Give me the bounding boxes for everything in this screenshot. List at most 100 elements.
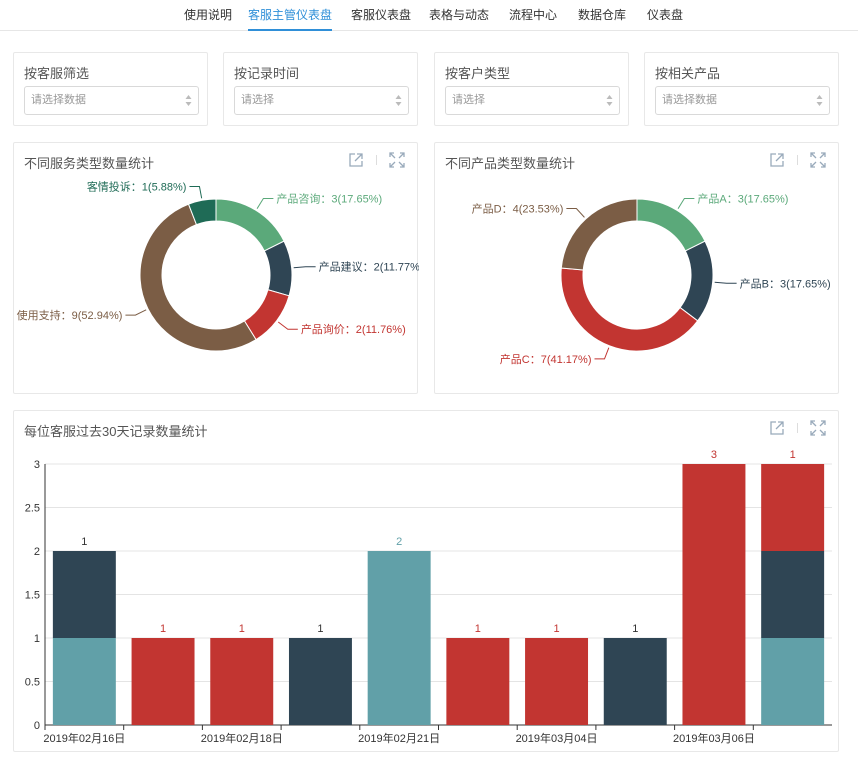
filter-agent-title: 按客服筛选 — [24, 66, 90, 81]
pie-label-line — [677, 197, 695, 209]
bar-segment[interactable] — [131, 638, 195, 725]
product-type-donut-chart: 产品A：3(17.65%) 产品B：3(17.65%) 产品C：7(41.17%) 产… — [472, 191, 831, 366]
product-type-chart-panel: 不同产品类型数量统计 产品A：3(17.65%) 产品B：3(17.65%) 产品C… — [434, 142, 839, 394]
pie-slice-label: 产品咨询：3(17.65%) — [276, 191, 382, 205]
filter-product-title: 按相关产品 — [655, 66, 721, 81]
fullscreen-icon[interactable] — [809, 151, 827, 169]
tab-usage-guide[interactable]: 使用说明 — [183, 8, 232, 22]
bar-segment[interactable] — [761, 464, 825, 551]
bar-data-label: 1 — [317, 623, 323, 635]
filter-customer-type-select[interactable]: 请选择 — [445, 86, 620, 115]
external-link-icon[interactable] — [347, 151, 365, 169]
pie-label-line — [125, 309, 147, 316]
bar-data-label: 2 — [396, 536, 402, 548]
toolbar-divider — [797, 155, 798, 165]
external-link-icon[interactable] — [768, 151, 786, 169]
service-type-chart-title: 不同服务类型数量统计 — [24, 156, 155, 171]
bar-segment[interactable] — [52, 638, 116, 725]
product-type-chart-title: 不同产品类型数量统计 — [445, 156, 576, 171]
pie-label-line — [277, 321, 298, 330]
pie-slice[interactable] — [679, 240, 714, 322]
bar-data-label: 1 — [553, 623, 559, 635]
pie-slice-label: 客情投诉：1(5.88%) — [87, 180, 187, 194]
pie-slice-label: 产品A：3(17.65%) — [697, 191, 788, 205]
bar-segment[interactable] — [446, 638, 510, 725]
x-tick-label: 2019年03月06日 — [673, 731, 755, 745]
filter-product-select[interactable]: 请选择数据 — [655, 86, 830, 115]
x-tick-label: 2019年02月16日 — [43, 731, 125, 745]
tab-tables-activity[interactable]: 表格与动态 — [428, 8, 489, 22]
records-bar-chart-title: 每位客服过去30天记录数量统计 — [24, 424, 208, 439]
y-tick-label: 1.5 — [25, 590, 40, 602]
pie-slice[interactable] — [139, 203, 257, 352]
fullscreen-icon[interactable] — [388, 151, 406, 169]
filter-time-select[interactable]: 请选择 — [234, 86, 409, 115]
bar-segment[interactable] — [761, 638, 825, 725]
filter-time-placeholder: 请选择 — [241, 94, 274, 106]
y-tick-label: 0.5 — [25, 677, 40, 689]
bar-segment[interactable] — [525, 638, 589, 725]
x-tick-label: 2019年02月21日 — [358, 731, 440, 745]
bar-segment[interactable] — [761, 551, 825, 638]
pie-slice[interactable] — [215, 198, 285, 252]
y-tick-label: 1 — [34, 633, 40, 645]
bar-data-label: 1 — [632, 623, 638, 635]
pie-slice[interactable] — [636, 198, 706, 252]
bar-data-label: 1 — [790, 449, 796, 461]
tab-data-warehouse[interactable]: 数据仓库 — [577, 8, 626, 22]
pie-slice-label: 产品D：4(23.53%) — [472, 201, 564, 215]
bar-segment[interactable] — [288, 638, 352, 725]
pie-slice[interactable] — [560, 198, 638, 271]
filter-agent-panel: 按客服筛选 请选择数据 — [13, 52, 208, 126]
tab-service-dashboard[interactable]: 客服仪表盘 — [350, 8, 411, 22]
pie-label-line — [714, 281, 737, 284]
y-tick-label: 0 — [34, 720, 40, 732]
pie-slice-label: 产品询价：2(11.76%) — [301, 322, 406, 336]
pie-label-line — [189, 186, 203, 199]
bar-segment[interactable] — [52, 551, 116, 638]
pie-slice[interactable] — [187, 198, 217, 226]
pie-label-line — [566, 207, 585, 218]
x-tick-label: 2019年02月18日 — [201, 731, 283, 745]
service-type-chart-panel: 不同服务类型数量统计 产品咨询：3(17.65%) 产品建议：2(11.77%) 产… — [13, 142, 419, 394]
pie-slice-label: 产品建议：2(11.77%) — [319, 260, 419, 274]
top-navigation: 使用说明 客服主管仪表盘 客服仪表盘 表格与动态 流程中心 数据仓库 仪表盘 — [0, 0, 858, 31]
bar-data-label: 1 — [475, 623, 481, 635]
filter-agent-placeholder: 请选择数据 — [31, 94, 86, 106]
filter-agent-select[interactable]: 请选择数据 — [24, 86, 199, 115]
bar-segment[interactable] — [367, 551, 431, 725]
tab-workflow-center[interactable]: 流程中心 — [508, 8, 557, 22]
bar-segment[interactable] — [210, 638, 274, 725]
records-bar-chart-panel: 每位客服过去30天记录数量统计 0 0.5 1 1.5 2 2.5 3 1 1 1 1 2 1 1 1 3 1 2… — [13, 410, 839, 752]
bar-data-label: 1 — [160, 623, 166, 635]
sort-arrows-icon — [816, 95, 823, 106]
filter-product-panel: 按相关产品 请选择数据 — [644, 52, 839, 126]
filter-product-placeholder: 请选择数据 — [662, 94, 717, 106]
pie-slice-label: 产品B：3(17.65%) — [740, 276, 831, 290]
y-tick-label: 3 — [34, 459, 40, 471]
external-link-icon[interactable] — [768, 419, 786, 437]
sort-arrows-icon — [185, 95, 192, 106]
bar-data-label: 3 — [711, 449, 717, 461]
filter-customer-type-placeholder: 请选择 — [452, 94, 485, 106]
x-tick-label: 2019年03月04日 — [516, 731, 598, 745]
y-tick-label: 2 — [34, 546, 40, 558]
bar-data-label: 1 — [81, 536, 87, 548]
bar-segment[interactable] — [682, 464, 746, 725]
records-bar-chart: 0 0.5 1 1.5 2 2.5 3 1 1 1 1 2 1 1 1 3 1 2019年02月16日 2019年0… — [25, 449, 832, 745]
toolbar-divider — [797, 423, 798, 433]
bar-segment[interactable] — [603, 638, 667, 725]
pie-label-line — [293, 266, 316, 269]
pie-label-line — [594, 347, 610, 360]
pie-slice[interactable] — [263, 240, 293, 297]
bar-data-label: 1 — [239, 623, 245, 635]
fullscreen-icon[interactable] — [809, 419, 827, 437]
pie-slice-label: 使用支持：9(52.94%) — [17, 308, 123, 322]
pie-slice[interactable] — [560, 267, 699, 352]
sort-arrows-icon — [606, 95, 613, 106]
sort-arrows-icon — [395, 95, 402, 106]
tab-dashboard[interactable]: 仪表盘 — [646, 8, 683, 22]
pie-slice-label: 产品C：7(41.17%) — [500, 352, 592, 366]
filter-customer-type-panel: 按客户类型 请选择 — [434, 52, 629, 126]
tab-supervisor-dashboard[interactable]: 客服主管仪表盘 — [248, 0, 332, 31]
